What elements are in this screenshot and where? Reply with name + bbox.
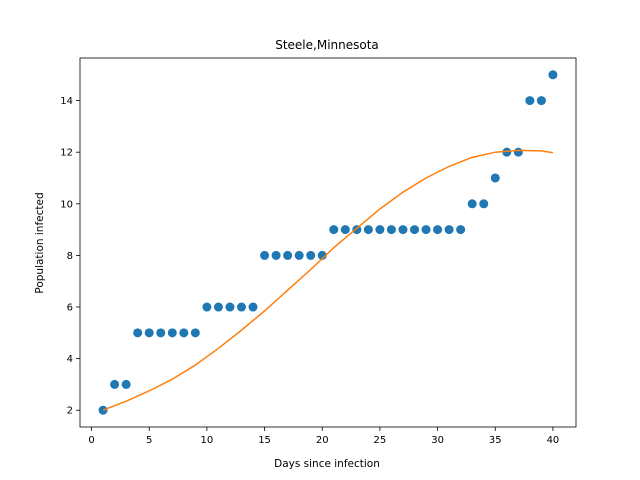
data-point (225, 302, 235, 312)
data-point (375, 225, 385, 235)
data-point (156, 328, 166, 338)
y-axis-label: Population infected (34, 192, 46, 293)
data-point (525, 96, 535, 106)
data-point (294, 250, 304, 260)
data-point (121, 379, 131, 389)
y-tick-label: 2 (67, 406, 73, 417)
x-tick-label: 25 (374, 435, 387, 446)
data-point (236, 302, 246, 312)
data-point (283, 250, 293, 260)
data-point (398, 225, 408, 235)
axes-frame (79, 57, 577, 428)
data-point (329, 225, 339, 235)
data-point (536, 96, 546, 106)
y-tick-label: 12 (60, 148, 73, 159)
x-tick-label: 30 (431, 435, 444, 446)
data-point (513, 147, 523, 157)
x-tick-label: 35 (489, 435, 502, 446)
axes: 0 5 10 15 20 25 30 35 40 2 4 6 8 10 12 14 (60, 57, 577, 446)
data-point (317, 250, 327, 260)
data-point (456, 225, 466, 235)
chart-title: Steele,Minnesota (275, 38, 379, 52)
y-tick-label: 10 (60, 199, 73, 210)
data-point (306, 250, 316, 260)
data-point (179, 328, 189, 338)
x-axis-label: Days since infection (274, 458, 380, 470)
y-tick-label: 4 (67, 354, 73, 365)
x-tick-label: 5 (146, 435, 152, 446)
data-point (421, 225, 431, 235)
data-point (213, 302, 223, 312)
data-point (340, 225, 350, 235)
fit-line (102, 149, 554, 411)
x-tick-label: 20 (316, 435, 329, 446)
data-point (433, 225, 443, 235)
data-point (490, 173, 500, 183)
x-tick-label: 15 (258, 435, 271, 446)
data-point (548, 70, 558, 80)
x-tick-label: 40 (547, 435, 560, 446)
data-point (202, 302, 212, 312)
x-tick-label: 0 (88, 435, 94, 446)
data-point (167, 328, 177, 338)
data-point (190, 328, 200, 338)
data-point (444, 225, 454, 235)
data-point (502, 147, 512, 157)
x-tick-label: 10 (201, 435, 214, 446)
data-point (363, 225, 373, 235)
data-point (248, 302, 258, 312)
y-tick-label: 14 (60, 96, 73, 107)
data-point (144, 328, 154, 338)
data-point (479, 199, 489, 209)
data-point (410, 225, 420, 235)
y-tick-label: 6 (67, 303, 73, 314)
data-point (110, 379, 120, 389)
data-point (386, 225, 396, 235)
data-point (467, 199, 477, 209)
data-point (260, 250, 270, 260)
plot-area (98, 70, 558, 415)
data-point (133, 328, 143, 338)
y-tick-label: 8 (67, 251, 73, 262)
data-point (271, 250, 281, 260)
